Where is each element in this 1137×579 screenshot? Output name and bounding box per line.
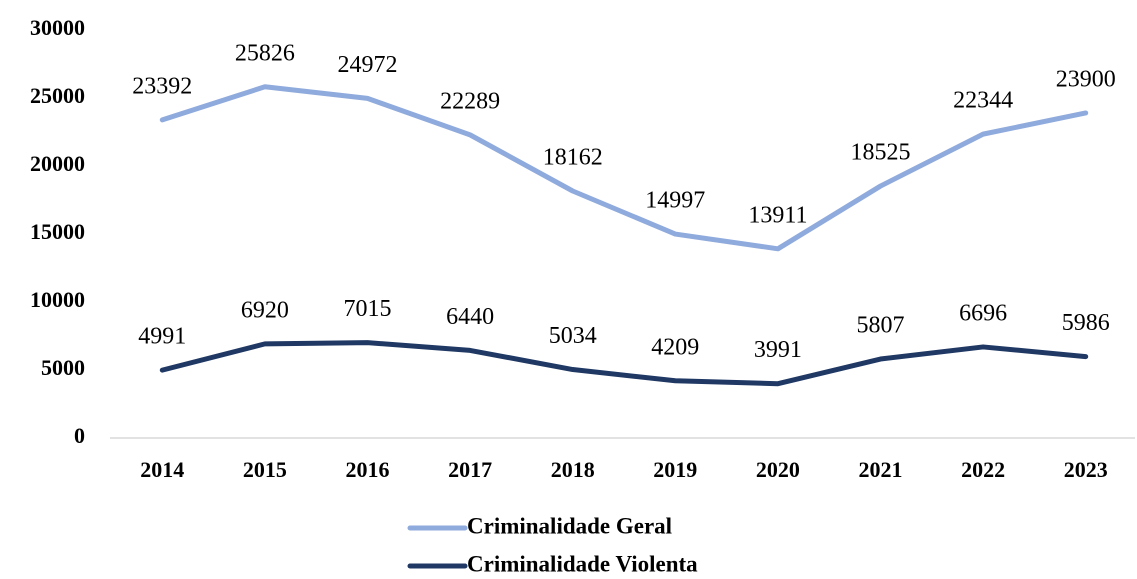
data-label: 14997	[645, 188, 705, 214]
x-tick-label: 2016	[346, 457, 390, 482]
legend-label: Criminalidade Violenta	[467, 551, 698, 576]
data-label: 5986	[1062, 310, 1110, 336]
data-label: 6440	[446, 304, 494, 330]
data-label: 4991	[138, 324, 186, 350]
data-label: 5807	[857, 313, 905, 339]
data-label: 13911	[748, 202, 807, 228]
series-line	[159, 84, 1089, 252]
x-tick-label: 2022	[961, 457, 1005, 482]
data-label: 22344	[953, 88, 1013, 114]
x-tick-label: 2020	[756, 457, 800, 482]
data-label: 6920	[241, 297, 289, 323]
data-label: 22289	[440, 88, 500, 114]
x-tick-label: 2021	[859, 457, 903, 482]
data-label: 3991	[754, 337, 802, 363]
data-label: 23392	[132, 73, 192, 99]
data-label: 18162	[543, 144, 603, 170]
y-tick-label: 5000	[41, 355, 85, 380]
data-label: 7015	[344, 296, 392, 322]
y-tick-label: 15000	[30, 219, 85, 244]
x-tick-label: 2015	[243, 457, 287, 482]
y-tick-label: 25000	[30, 83, 85, 108]
y-tick-label: 30000	[30, 15, 85, 40]
x-tick-label: 2017	[448, 457, 492, 482]
y-tick-label: 0	[74, 423, 85, 448]
x-tick-label: 2019	[653, 457, 697, 482]
data-label: 6696	[959, 300, 1007, 326]
series-line	[159, 340, 1089, 387]
data-label: 4209	[651, 334, 699, 360]
data-label: 23900	[1056, 66, 1116, 92]
data-label: 25826	[235, 40, 295, 66]
legend-label: Criminalidade Geral	[467, 513, 672, 538]
data-label: 18525	[851, 140, 911, 166]
y-tick-label: 20000	[30, 151, 85, 176]
x-tick-label: 2018	[551, 457, 595, 482]
y-tick-label: 10000	[30, 287, 85, 312]
x-tick-label: 2023	[1064, 457, 1108, 482]
x-tick-label: 2014	[140, 457, 184, 482]
data-label: 5034	[549, 323, 597, 349]
data-label: 24972	[338, 52, 398, 78]
